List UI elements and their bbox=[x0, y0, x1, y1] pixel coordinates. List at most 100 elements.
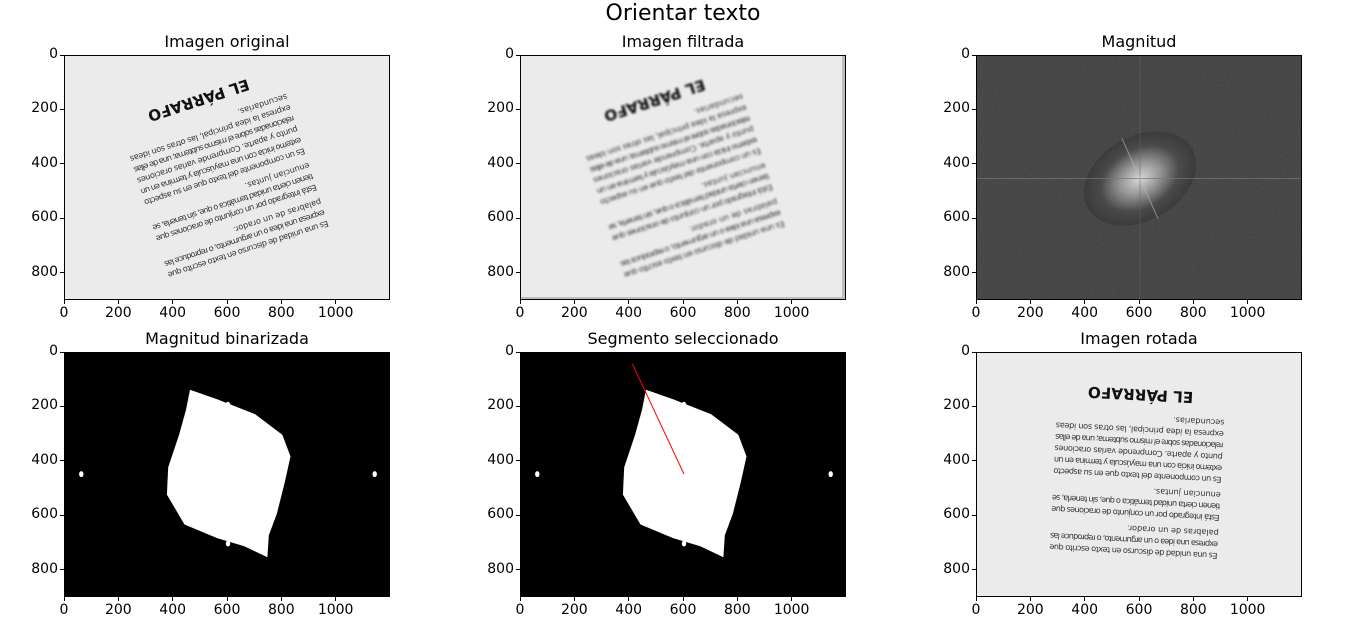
x-tick-label: 200 bbox=[1016, 305, 1044, 321]
x-tickmark bbox=[172, 597, 174, 601]
panel-title-segmento: Segmento seleccionado bbox=[587, 329, 779, 348]
y-tick-label: 600 bbox=[943, 209, 970, 226]
x-tick-label: 400 bbox=[1071, 602, 1099, 618]
x-tick-label: 600 bbox=[669, 305, 697, 321]
blob-dot bbox=[681, 401, 687, 408]
y-tickmark bbox=[516, 217, 520, 219]
y-tickmark bbox=[516, 569, 520, 571]
x-tick-label: 0 bbox=[515, 305, 525, 321]
x-tick-label: 800 bbox=[1179, 305, 1207, 321]
panel-title-original: Imagen original bbox=[164, 32, 290, 51]
x-tick-label: 0 bbox=[971, 602, 981, 618]
x-tickmark bbox=[63, 300, 65, 304]
x-tickmark bbox=[335, 597, 337, 601]
x-tick-label: 1000 bbox=[773, 305, 810, 321]
y-tick-label: 800 bbox=[31, 263, 58, 280]
axes-original: Es una unidad de discurso en texto escri… bbox=[64, 55, 390, 300]
y-tickmark bbox=[60, 217, 64, 219]
panel-title-filtrada: Imagen filtrada bbox=[621, 32, 745, 51]
y-tick-label: 800 bbox=[487, 560, 514, 577]
axes-magnitud bbox=[976, 55, 1302, 300]
x-tickmark bbox=[1247, 300, 1249, 304]
y-tickmark bbox=[516, 405, 520, 407]
x-tickmark bbox=[226, 300, 228, 304]
x-tickmark bbox=[335, 300, 337, 304]
x-tick-label: 0 bbox=[59, 305, 69, 321]
y-tick-label: 200 bbox=[487, 397, 514, 414]
y-tickmark bbox=[516, 163, 520, 165]
y-tickmark bbox=[516, 514, 520, 516]
x-tickmark bbox=[280, 597, 282, 601]
y-tick-label: 200 bbox=[943, 100, 970, 117]
y-tick-label: 400 bbox=[943, 451, 970, 468]
x-tickmark bbox=[736, 597, 738, 601]
blob-dot bbox=[681, 540, 687, 547]
y-tickmark bbox=[60, 54, 64, 56]
x-tick-label: 200 bbox=[560, 602, 588, 618]
x-tick-label: 600 bbox=[1125, 305, 1153, 321]
axes-filtrada: Es una unidad de discurso en texto escri… bbox=[520, 55, 846, 300]
x-tick-label: 600 bbox=[669, 602, 697, 618]
y-tickmark bbox=[60, 460, 64, 462]
y-tick-label: 400 bbox=[487, 154, 514, 171]
blob-dot bbox=[535, 471, 540, 478]
x-tick-label: 800 bbox=[267, 602, 295, 618]
x-tick-label: 400 bbox=[615, 305, 643, 321]
y-tickmark bbox=[60, 405, 64, 407]
image-filtrada: Es una unidad de discurso en texto escri… bbox=[521, 56, 845, 299]
y-tickmark bbox=[972, 351, 976, 353]
y-tickmark bbox=[972, 108, 976, 110]
image-original: Es una unidad de discurso en texto escri… bbox=[65, 56, 389, 299]
x-tickmark bbox=[573, 300, 575, 304]
y-tickmark bbox=[972, 569, 976, 571]
x-tickmark bbox=[1192, 597, 1194, 601]
x-tick-label: 200 bbox=[104, 305, 132, 321]
x-tick-label: 200 bbox=[1016, 602, 1044, 618]
x-tick-label: 1000 bbox=[317, 602, 354, 618]
blob-dot bbox=[828, 471, 833, 478]
x-tick-label: 0 bbox=[971, 305, 981, 321]
x-tick-label: 600 bbox=[213, 305, 241, 321]
x-tickmark bbox=[628, 300, 630, 304]
paragraph-line: enuncian juntas. bbox=[1153, 487, 1221, 501]
blob-dot bbox=[225, 540, 231, 547]
y-tickmark bbox=[516, 108, 520, 110]
y-tickmark bbox=[60, 272, 64, 274]
x-tickmark bbox=[682, 597, 684, 601]
y-tick-label: 0 bbox=[961, 343, 970, 359]
x-tickmark bbox=[117, 597, 119, 601]
x-tickmark bbox=[736, 300, 738, 304]
y-tick-label: 600 bbox=[487, 506, 514, 523]
y-tickmark bbox=[60, 108, 64, 110]
y-tickmark bbox=[972, 514, 976, 516]
paragraph-line: secundarias. bbox=[1173, 415, 1225, 428]
y-tick-label: 600 bbox=[31, 506, 58, 523]
image-binarizada bbox=[65, 353, 389, 596]
x-tickmark bbox=[1138, 300, 1140, 304]
x-tickmark bbox=[172, 300, 174, 304]
y-tickmark bbox=[60, 569, 64, 571]
x-tickmark bbox=[226, 597, 228, 601]
x-tick-label: 800 bbox=[1179, 602, 1207, 618]
y-tick-label: 200 bbox=[943, 397, 970, 414]
y-tickmark bbox=[516, 460, 520, 462]
y-tick-label: 600 bbox=[31, 209, 58, 226]
x-tick-label: 1000 bbox=[1229, 305, 1266, 321]
x-tickmark bbox=[117, 300, 119, 304]
axes-rotada: Es una unidad de discurso en texto escri… bbox=[976, 352, 1302, 597]
y-tick-label: 0 bbox=[49, 46, 58, 62]
panel-title-magnitud: Magnitud bbox=[1101, 32, 1177, 51]
y-tick-label: 0 bbox=[505, 46, 514, 62]
x-tick-label: 800 bbox=[267, 305, 295, 321]
y-tick-label: 200 bbox=[31, 397, 58, 414]
x-tick-label: 1000 bbox=[317, 305, 354, 321]
x-tickmark bbox=[791, 597, 793, 601]
x-tickmark bbox=[975, 597, 977, 601]
y-tick-label: 200 bbox=[31, 100, 58, 117]
x-tickmark bbox=[1029, 597, 1031, 601]
y-tickmark bbox=[972, 54, 976, 56]
y-tick-label: 400 bbox=[943, 154, 970, 171]
x-tickmark bbox=[1084, 597, 1086, 601]
y-tick-label: 400 bbox=[31, 451, 58, 468]
x-tickmark bbox=[682, 300, 684, 304]
